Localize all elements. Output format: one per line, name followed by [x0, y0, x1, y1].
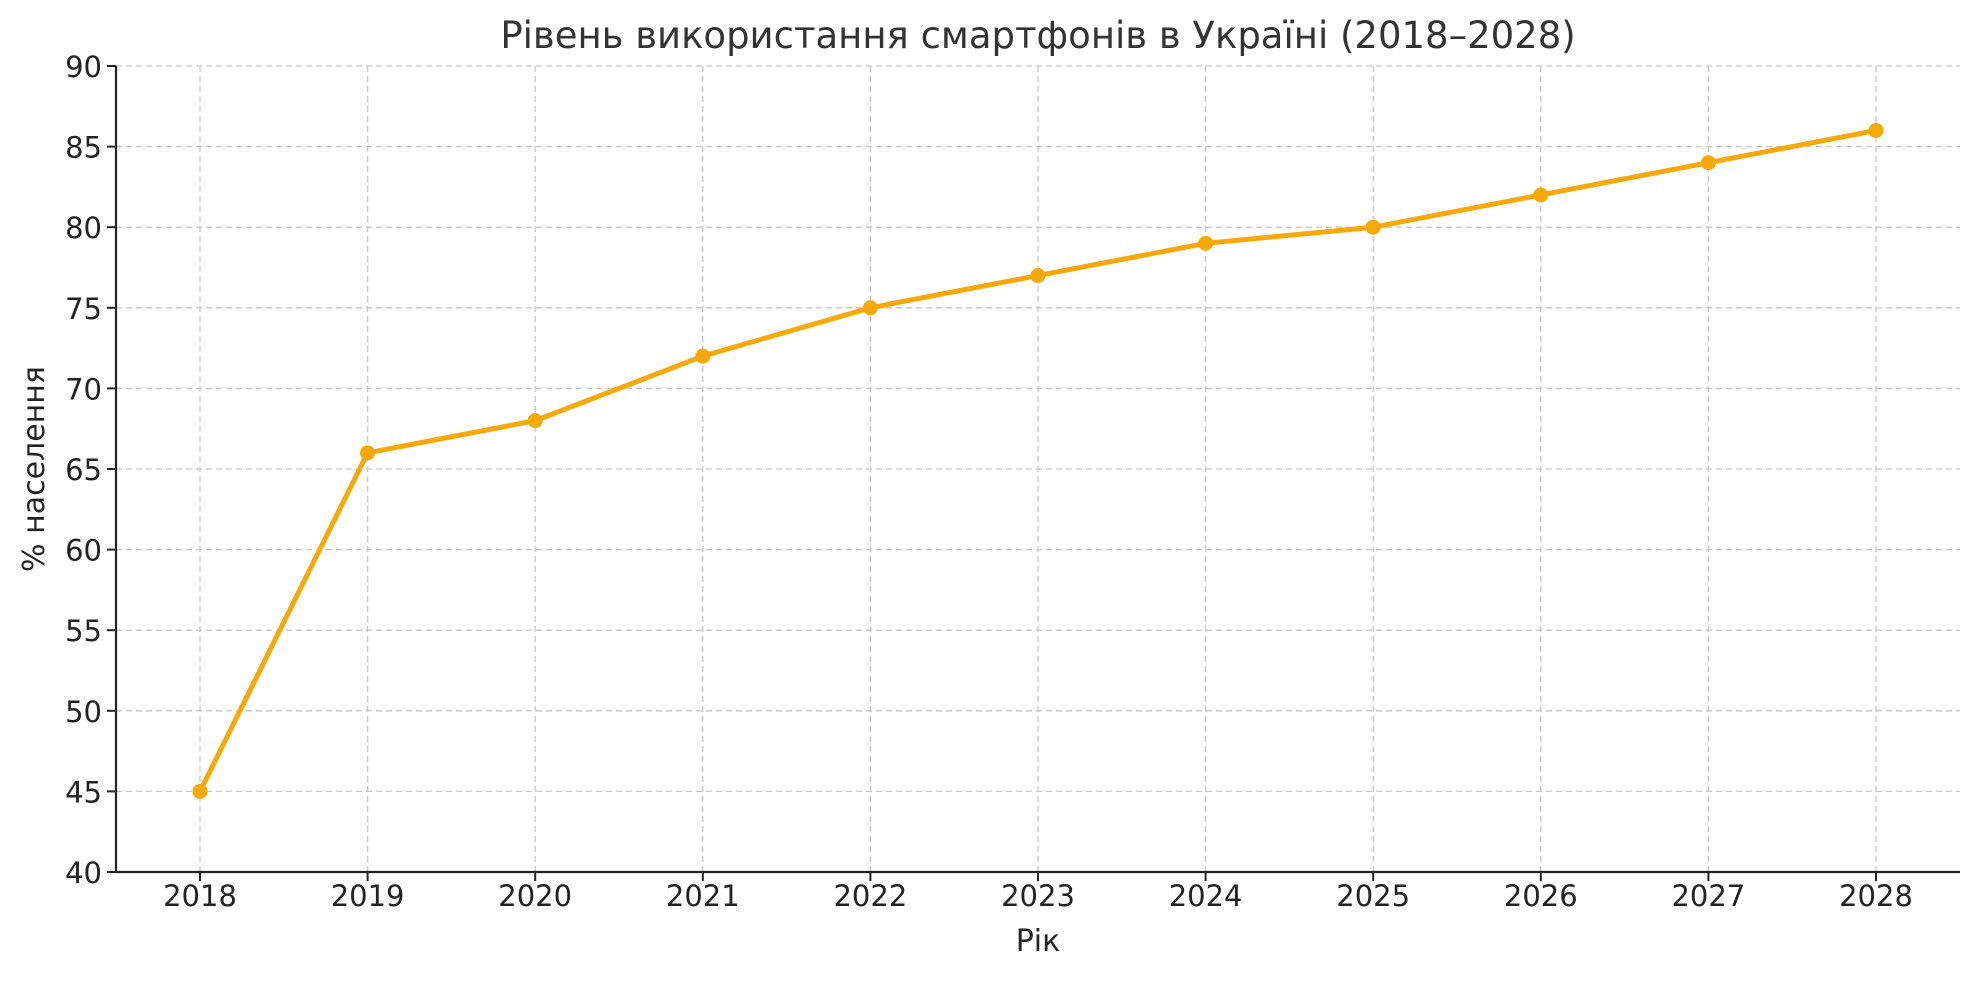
- y-tick-label: 85: [65, 131, 102, 165]
- x-axis-label: Рік: [1016, 924, 1061, 959]
- x-tick-label: 2020: [498, 879, 572, 913]
- chart-title: Рівень використання смартфонів в Україні…: [500, 14, 1575, 57]
- data-point-2024: [1198, 235, 1214, 251]
- data-point-2022: [862, 300, 878, 316]
- data-point-2028: [1868, 122, 1884, 138]
- x-tick-label: 2023: [1001, 879, 1075, 913]
- series-layer: [192, 122, 1884, 799]
- x-tick-label: 2024: [1169, 879, 1243, 913]
- y-tick-label: 50: [65, 695, 102, 729]
- y-tick-label: 45: [65, 775, 102, 809]
- y-tick-label: 90: [65, 50, 102, 84]
- grid-layer: [116, 65, 1960, 872]
- data-point-2026: [1533, 187, 1549, 203]
- x-tick-label: 2026: [1504, 879, 1578, 913]
- x-tick-label: 2028: [1839, 879, 1913, 913]
- x-tick-label: 2022: [833, 879, 907, 913]
- data-point-2018: [192, 783, 208, 799]
- data-point-2023: [1030, 268, 1046, 284]
- x-tick-label: 2021: [666, 879, 740, 913]
- data-point-2020: [527, 413, 543, 429]
- data-point-2027: [1700, 155, 1716, 171]
- data-point-2025: [1365, 219, 1381, 235]
- y-tick-label: 75: [65, 292, 102, 326]
- y-tick-label: 65: [65, 453, 102, 487]
- x-tick-label: 2018: [163, 879, 237, 913]
- x-tick-label: 2025: [1336, 879, 1410, 913]
- y-axis-label: % населення: [17, 366, 52, 572]
- data-point-2021: [695, 348, 711, 364]
- x-tick-label: 2019: [331, 879, 405, 913]
- y-tick-label: 70: [65, 372, 102, 406]
- data-point-2019: [360, 445, 376, 461]
- x-tick-label: 2027: [1671, 879, 1745, 913]
- y-tick-label: 55: [65, 614, 102, 648]
- y-tick-label: 60: [65, 534, 102, 568]
- y-tick-label: 40: [65, 856, 102, 890]
- ticks-layer: 40 45 50 55 60 65 70 75 80 85 90 2018 2019 2020 2021 20…: [65, 50, 1913, 913]
- y-tick-label: 80: [65, 211, 102, 245]
